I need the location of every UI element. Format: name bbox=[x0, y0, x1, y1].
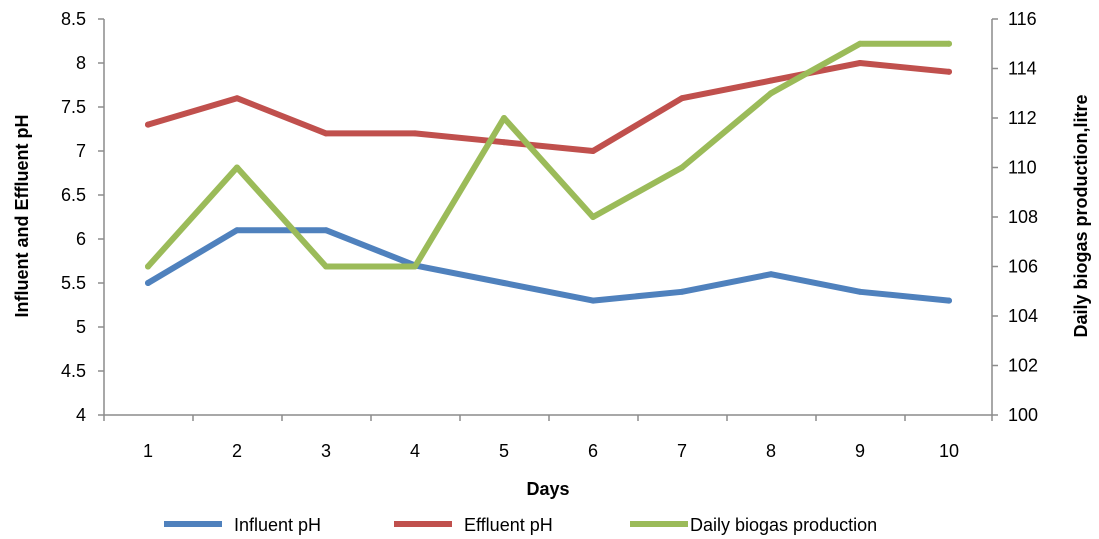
data-point-daily-biogas bbox=[946, 40, 952, 47]
series-line-effluent-ph bbox=[145, 60, 952, 154]
data-point-effluent-ph bbox=[946, 68, 952, 75]
x-tick-label: 7 bbox=[677, 441, 687, 461]
data-point-influent-ph bbox=[768, 271, 774, 278]
x-axis-title: Days bbox=[526, 479, 569, 499]
data-point-daily-biogas bbox=[501, 115, 507, 121]
data-point-effluent-ph bbox=[412, 130, 418, 137]
data-point-effluent-ph bbox=[679, 95, 685, 102]
left-y-axis-ticks: 4 4.5 5 5.5 6 6.5 7 7.5 8 8.5 bbox=[61, 9, 104, 425]
plot-area bbox=[103, 19, 993, 416]
data-point-influent-ph bbox=[234, 227, 240, 234]
data-point-daily-biogas bbox=[323, 263, 329, 270]
left-y-axis-title: Influent and Effluent pH bbox=[12, 115, 32, 318]
data-point-influent-ph bbox=[323, 227, 329, 234]
data-point-effluent-ph bbox=[501, 139, 507, 146]
data-point-daily-biogas bbox=[857, 40, 863, 47]
legend-label-influent-ph: Influent pH bbox=[234, 515, 321, 535]
right-y-tick-label: 114 bbox=[1008, 59, 1037, 79]
data-point-influent-ph bbox=[590, 297, 596, 304]
data-point-effluent-ph bbox=[145, 121, 151, 128]
data-point-influent-ph bbox=[679, 288, 685, 295]
x-tick-label: 9 bbox=[855, 441, 865, 461]
data-point-effluent-ph bbox=[323, 130, 329, 137]
x-tick-label: 10 bbox=[939, 441, 959, 461]
data-point-effluent-ph bbox=[857, 60, 863, 66]
right-y-tick-label: 112 bbox=[1008, 108, 1037, 128]
left-y-tick-label: 5.5 bbox=[61, 273, 86, 293]
legend: Influent pH Effluent pH Daily biogas pro… bbox=[164, 515, 877, 535]
data-point-influent-ph bbox=[857, 288, 863, 295]
legend-label-effluent-ph: Effluent pH bbox=[464, 515, 553, 535]
right-y-tick-label: 108 bbox=[1008, 207, 1038, 227]
x-tick-label: 1 bbox=[143, 441, 153, 461]
left-y-tick-label: 8.5 bbox=[61, 9, 86, 29]
data-point-effluent-ph bbox=[234, 95, 240, 102]
right-y-tick-label: 100 bbox=[1008, 405, 1038, 425]
data-point-daily-biogas bbox=[234, 164, 240, 171]
data-point-daily-biogas bbox=[590, 214, 596, 220]
right-y-tick-label: 106 bbox=[1008, 257, 1038, 277]
left-y-tick-label: 7 bbox=[76, 141, 86, 161]
x-axis-ticks: 1 2 3 4 5 6 7 8 9 10 bbox=[103, 415, 993, 461]
right-y-tick-label: 102 bbox=[1008, 356, 1038, 376]
data-point-daily-biogas bbox=[679, 164, 685, 171]
series-line-influent-ph bbox=[145, 227, 952, 304]
data-point-daily-biogas bbox=[145, 263, 151, 270]
series-line-daily-biogas bbox=[145, 40, 952, 270]
right-y-tick-label: 116 bbox=[1008, 9, 1037, 29]
left-y-tick-label: 4 bbox=[76, 405, 86, 425]
data-point-daily-biogas bbox=[412, 263, 418, 270]
x-tick-label: 3 bbox=[321, 441, 331, 461]
data-point-influent-ph bbox=[946, 297, 952, 304]
left-y-tick-label: 8 bbox=[76, 53, 86, 73]
data-point-daily-biogas bbox=[768, 90, 774, 97]
legend-label-daily-biogas: Daily biogas production bbox=[690, 515, 877, 535]
data-point-effluent-ph bbox=[768, 77, 774, 84]
left-y-tick-label: 6.5 bbox=[61, 185, 86, 205]
right-y-tick-label: 104 bbox=[1008, 306, 1038, 326]
left-y-tick-label: 6 bbox=[76, 229, 86, 249]
x-tick-label: 2 bbox=[232, 441, 242, 461]
left-y-tick-label: 5 bbox=[76, 317, 86, 337]
x-tick-label: 6 bbox=[588, 441, 598, 461]
right-y-axis-ticks: 100 102 104 106 108 110 112 114 116 bbox=[992, 9, 1038, 425]
data-point-influent-ph bbox=[145, 280, 151, 286]
x-tick-label: 8 bbox=[766, 441, 776, 461]
x-tick-label: 4 bbox=[410, 441, 420, 461]
x-tick-label: 5 bbox=[499, 441, 509, 461]
right-y-tick-label: 110 bbox=[1008, 158, 1037, 178]
right-y-axis-title: Daily biogas production,litre bbox=[1071, 94, 1091, 337]
left-y-tick-label: 4.5 bbox=[61, 361, 86, 381]
data-point-influent-ph bbox=[501, 280, 507, 286]
left-y-tick-label: 7.5 bbox=[61, 97, 86, 117]
series-group bbox=[145, 40, 952, 304]
data-point-effluent-ph bbox=[590, 148, 596, 154]
